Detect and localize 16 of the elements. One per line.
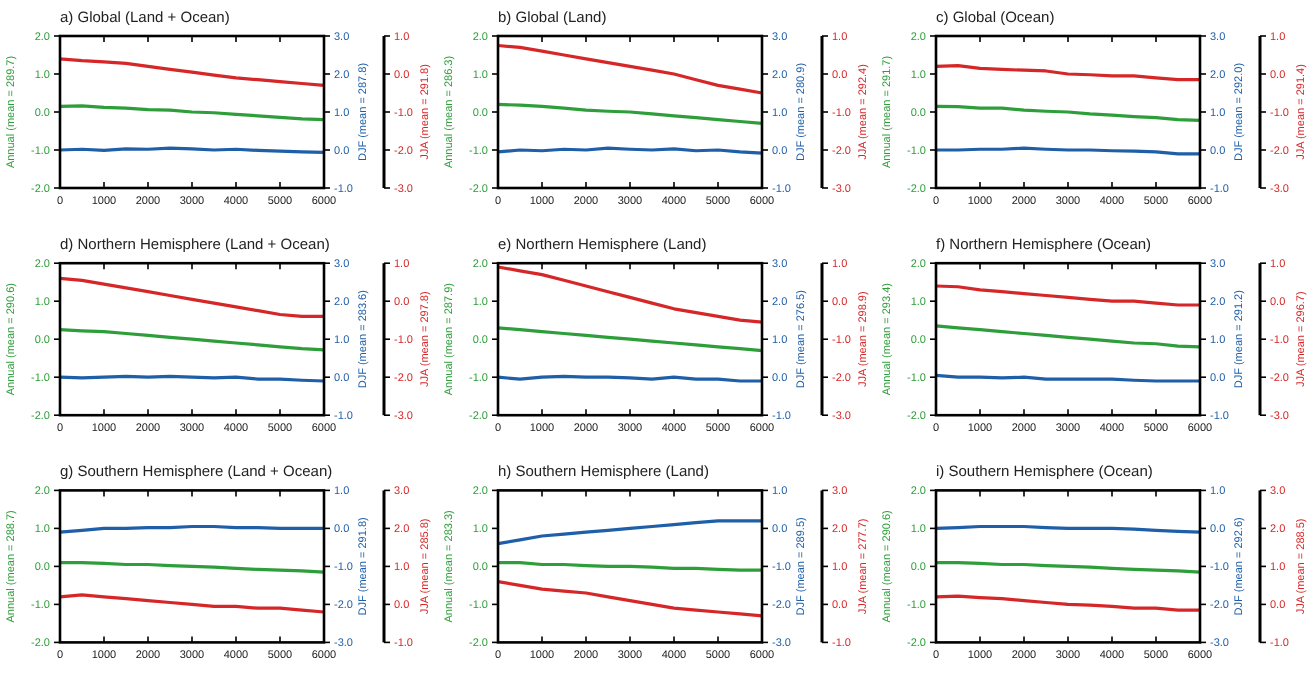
line-series bbox=[934, 64, 1202, 82]
line-series bbox=[496, 326, 764, 353]
line-series bbox=[496, 102, 764, 125]
line-series bbox=[934, 324, 1202, 349]
line-series bbox=[58, 593, 326, 614]
line-series bbox=[934, 594, 1202, 612]
line-series bbox=[496, 43, 764, 95]
line-series bbox=[58, 276, 326, 318]
line-series bbox=[934, 284, 1202, 307]
line-series bbox=[496, 265, 764, 324]
line-series bbox=[934, 104, 1202, 122]
line-series bbox=[58, 104, 326, 122]
line-series bbox=[58, 57, 326, 87]
line-series bbox=[58, 328, 326, 352]
line-series bbox=[496, 580, 764, 618]
line-series bbox=[496, 519, 764, 546]
